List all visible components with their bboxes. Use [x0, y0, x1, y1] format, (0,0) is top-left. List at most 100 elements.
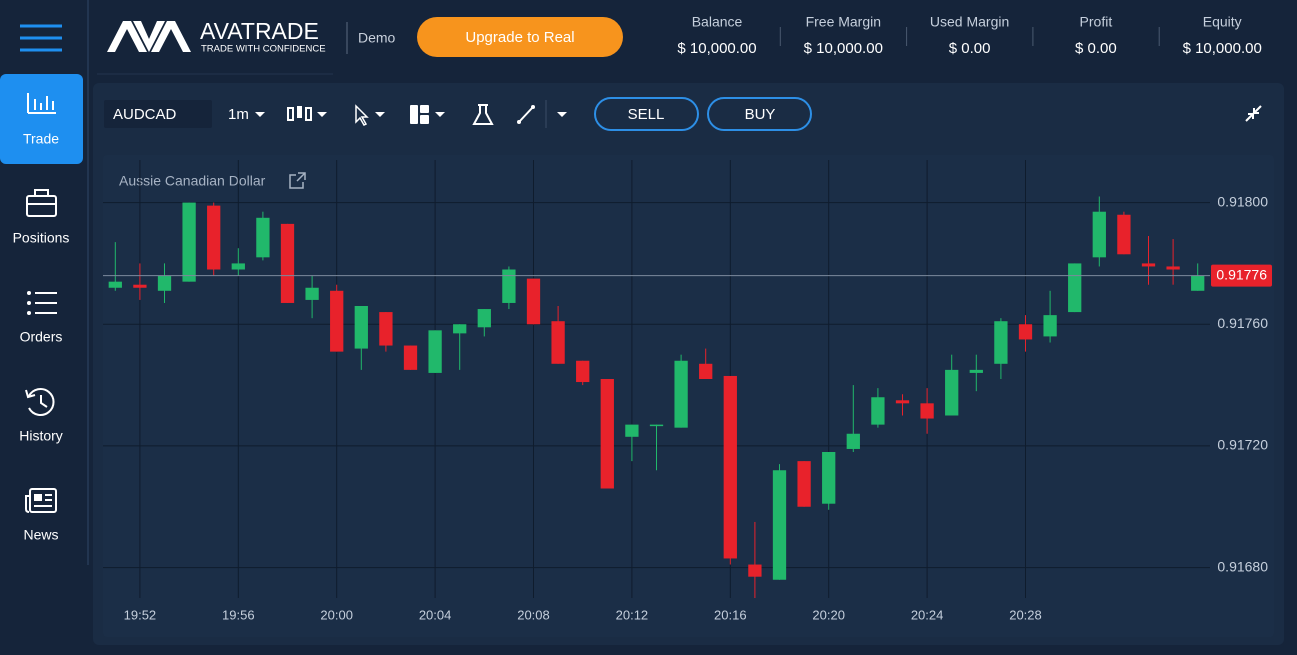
candle-body: [1043, 315, 1057, 337]
candle-body: [895, 400, 910, 404]
candle-body: [1117, 214, 1131, 255]
candle-body: [969, 369, 983, 373]
sell-button[interactable]: SELL: [594, 97, 699, 131]
candle-body: [231, 263, 245, 270]
dropdown-caret: [317, 112, 327, 117]
candle-body: [699, 363, 713, 379]
layout-button[interactable]: [410, 105, 445, 124]
stat-label: Profit: [1080, 14, 1113, 30]
logo-glyph: [107, 21, 147, 52]
trade-icon: [27, 93, 56, 114]
icon-block: [420, 115, 429, 124]
active-tab: [0, 74, 83, 164]
icon-stroke: [34, 189, 49, 197]
candle-body: [157, 275, 172, 291]
menu-button[interactable]: [20, 24, 62, 52]
candle-body: [748, 564, 762, 577]
collapse-button[interactable]: [1245, 105, 1262, 122]
candle-body: [330, 290, 344, 352]
candle-body: [576, 360, 590, 383]
candle-body: [1018, 324, 1033, 340]
stat-value: $ 10,000.00: [677, 40, 756, 57]
x-tick-label: 20:20: [812, 607, 845, 622]
x-tick-label: 20:08: [517, 607, 550, 622]
icon-stroke: [287, 107, 294, 121]
icon-dot: [27, 311, 31, 315]
last-price-tag: [1211, 264, 1272, 287]
stat-label: Equity: [1203, 14, 1242, 30]
candle-body: [477, 309, 491, 328]
icon-stroke: [1253, 108, 1259, 114]
candle-body: [649, 424, 664, 427]
x-tick-label: 20:24: [911, 607, 944, 622]
x-tick-label: 20:00: [320, 607, 353, 622]
dropdown-caret[interactable]: [255, 112, 265, 117]
button-bg: [417, 17, 623, 57]
symbol[interactable]: AUDCAD: [113, 106, 177, 123]
account-stats: Balance $ 10,000.00 Free Margin $ 10,000.00…: [677, 14, 1261, 57]
candle-body: [108, 281, 122, 288]
nav-item[interactable]: Trade: [23, 131, 59, 147]
symbol-box[interactable]: [104, 100, 212, 128]
chart-title: Aussie Canadian Dollar: [119, 173, 266, 189]
icon-stroke: [296, 172, 306, 182]
positions-icon: [26, 189, 57, 217]
nav-item[interactable]: History: [19, 428, 63, 444]
candle-body: [674, 360, 688, 428]
candle-body: [920, 403, 934, 419]
indicators-button[interactable]: [472, 104, 494, 125]
orders-icon: [27, 291, 57, 315]
logo: AVATRADE TRADE WITH CONFIDENCE: [107, 18, 326, 55]
candle-body: [453, 324, 467, 334]
button-label: Upgrade to Real: [465, 29, 574, 46]
button-label: SELL: [628, 106, 665, 123]
mode-label: Demo: [358, 30, 396, 46]
external-link-icon[interactable]: [289, 172, 306, 189]
icon-stroke: [29, 488, 57, 513]
candle-type-button[interactable]: [287, 106, 327, 121]
button-label: BUY: [745, 106, 776, 123]
icon-stroke: [28, 388, 55, 416]
brand: AVATRADE: [200, 18, 319, 44]
x-tick-label: 19:52: [124, 607, 157, 622]
candle-body: [403, 345, 418, 370]
candle-body: [822, 452, 836, 504]
cursor-button[interactable]: [355, 104, 385, 126]
candle-body: [207, 205, 221, 270]
stat-value: $ 0.00: [1075, 40, 1117, 57]
candle-body: [797, 461, 811, 507]
candle-body: [1166, 266, 1180, 270]
candle-body: [600, 379, 614, 489]
nav-item[interactable]: Positions: [13, 230, 70, 246]
y-tick-label: 0.91760: [1217, 315, 1268, 331]
button-outline: [707, 97, 812, 131]
upgrade-button[interactable]: Upgrade to Real: [417, 17, 623, 57]
icon-block: [297, 106, 302, 118]
nav-item[interactable]: Orders: [20, 329, 63, 345]
icon-dot: [531, 105, 535, 109]
candle-body: [723, 375, 737, 559]
candle-body: [256, 217, 270, 258]
news-icon: [25, 488, 57, 513]
last-price-label: 0.91776: [1216, 266, 1267, 282]
candle-body: [526, 278, 541, 325]
candle-body: [280, 223, 295, 303]
interval[interactable]: 1m: [228, 106, 249, 123]
candle-body: [133, 284, 147, 288]
candle-body: [182, 202, 196, 282]
drawing-button[interactable]: [517, 100, 567, 128]
icon-block: [420, 105, 429, 113]
logo-glyph: [133, 21, 165, 52]
candle-body: [502, 269, 516, 303]
nav-item[interactable]: News: [23, 527, 58, 543]
icon-stroke: [289, 174, 304, 189]
icon-dot: [517, 120, 521, 124]
candle-body: [305, 287, 319, 300]
candle-body: [428, 330, 442, 373]
buy-button[interactable]: BUY: [707, 97, 812, 131]
icon-stroke: [472, 104, 494, 125]
candle-body: [551, 321, 565, 364]
candle-body: [379, 312, 393, 346]
